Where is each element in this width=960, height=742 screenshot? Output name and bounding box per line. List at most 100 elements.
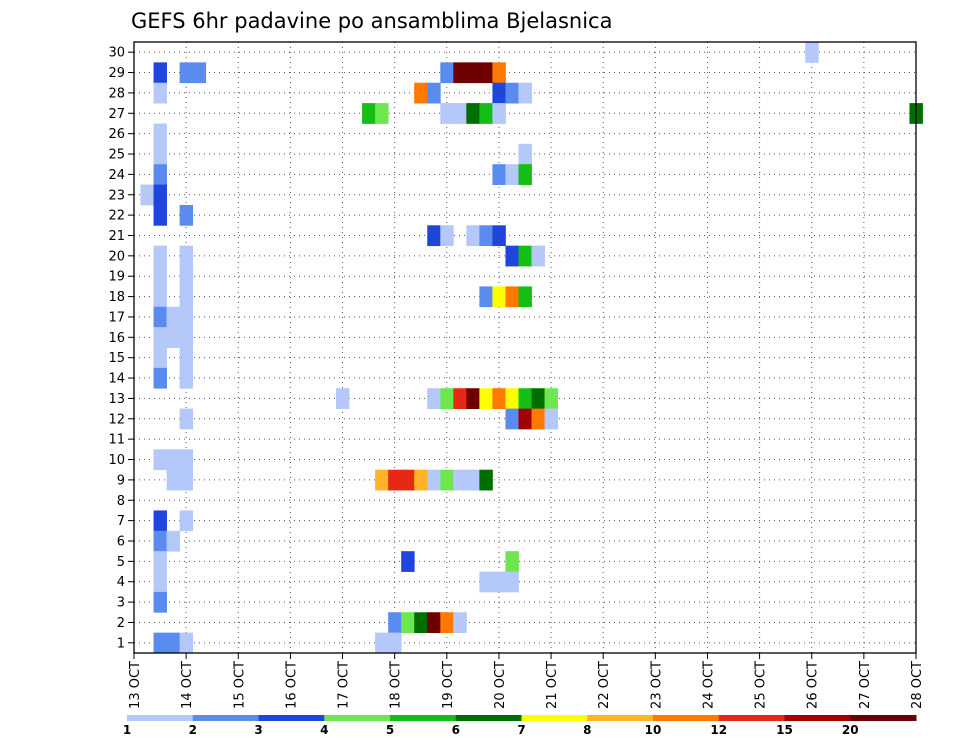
precip-cell-member-7-step-1 — [153, 510, 167, 532]
precip-cell-member-13-step-25 — [466, 388, 480, 409]
colorbar-label: 3 — [254, 723, 262, 737]
colorbar-swatch — [192, 715, 259, 721]
precip-cell-member-24-step-1 — [153, 164, 167, 185]
colorbar-label: 8 — [583, 723, 591, 737]
x-tick-label: 18 OCT — [389, 661, 404, 709]
y-tick-label: 27 — [108, 107, 125, 122]
x-tick-label: 14 OCT — [180, 661, 195, 709]
precip-cell-member-18-step-27 — [492, 286, 506, 308]
precip-cell-member-12-step-31 — [544, 408, 558, 430]
precip-cell-member-25-step-29 — [518, 143, 532, 165]
colorbar-swatch — [390, 715, 457, 721]
colorbar-swatch — [324, 715, 391, 721]
colorbar-label: 1 — [123, 723, 131, 737]
colorbar-label: 10 — [645, 723, 662, 737]
precip-cell-member-16-step-3 — [179, 327, 194, 348]
precip-cell-member-29-step-24 — [453, 62, 467, 84]
precip-cell-member-1-step-19 — [388, 632, 402, 654]
precip-cell-member-29-step-26 — [479, 62, 493, 84]
precip-cell-member-19-step-1 — [153, 266, 167, 287]
precip-cell-member-14-step-1 — [153, 367, 167, 389]
precip-cell-member-2-step-19 — [388, 612, 402, 634]
colorbar-label: 15 — [776, 723, 793, 737]
precip-cell-member-28-step-28 — [505, 82, 519, 104]
precip-cell-member-6-step-2 — [166, 530, 181, 552]
precip-cell-member-25-step-1 — [153, 143, 167, 165]
x-tick-label: 22 OCT — [597, 661, 612, 709]
precip-cell-member-28-step-22 — [427, 82, 441, 104]
precip-cell-member-9-step-18 — [375, 469, 389, 491]
precip-cell-member-17-step-1 — [153, 306, 167, 328]
precip-cell-member-27-step-17 — [362, 103, 376, 124]
precip-cell-member-18-step-26 — [479, 286, 493, 308]
precip-cell-member-7-step-3 — [179, 510, 194, 532]
precip-cell-member-24-step-28 — [505, 164, 519, 185]
precip-cell-member-2-step-22 — [427, 612, 441, 634]
precip-cell-member-9-step-20 — [401, 469, 415, 491]
precip-cell-member-29-step-23 — [440, 62, 454, 84]
x-tick-label: 20 OCT — [493, 661, 508, 709]
x-tick-label: 27 OCT — [858, 661, 873, 709]
precip-cell-member-29-step-3 — [179, 62, 194, 84]
precip-cell-member-29-step-25 — [466, 62, 480, 84]
precip-cell-member-9-step-3 — [179, 469, 194, 491]
precip-cell-member-29-step-27 — [492, 62, 506, 84]
colorbar-swatch — [718, 715, 785, 721]
precip-cell-member-1-step-1 — [153, 632, 167, 654]
x-tick-label: 15 OCT — [232, 661, 247, 709]
precip-cell-member-29-step-4 — [192, 62, 207, 84]
precip-cell-member-17-step-3 — [179, 306, 194, 328]
y-tick-label: 17 — [108, 310, 125, 325]
colorbar-swatch — [521, 715, 588, 721]
precip-cell-member-2-step-21 — [414, 612, 428, 634]
y-tick-label: 18 — [108, 290, 125, 305]
precip-cell-member-2-step-23 — [440, 612, 454, 634]
y-tick-label: 3 — [117, 596, 125, 611]
precip-cell-member-10-step-3 — [179, 449, 194, 471]
precip-cell-member-24-step-29 — [518, 164, 532, 185]
colorbar-label: 6 — [452, 723, 460, 737]
colorbar-label: 5 — [386, 723, 394, 737]
precip-cell-member-17-step-2 — [166, 306, 181, 328]
colorbar-swatch — [653, 715, 720, 721]
precip-cell-member-20-step-30 — [531, 245, 545, 267]
precip-cell-member-9-step-23 — [440, 469, 454, 491]
precip-cell-member-4-step-1 — [153, 571, 167, 593]
x-tick-label: 13 OCT — [128, 661, 143, 709]
y-tick-label: 14 — [108, 372, 125, 387]
precip-cell-member-20-step-28 — [505, 245, 519, 267]
y-tick-label: 6 — [117, 534, 125, 549]
precip-cell-member-24-step-27 — [492, 164, 506, 185]
precip-cell-member-18-step-3 — [179, 286, 194, 308]
precip-cell-member-10-step-1 — [153, 449, 167, 471]
y-tick-label: 4 — [117, 575, 125, 590]
precip-cell-member-19-step-3 — [179, 266, 194, 287]
precip-cell-member-1-step-18 — [375, 632, 389, 654]
colorbar-swatch — [258, 715, 325, 721]
y-tick-label: 24 — [108, 168, 125, 183]
precip-cell-member-27-step-26 — [479, 103, 493, 124]
precip-cell-member-15-step-3 — [179, 347, 194, 369]
colorbar-swatch — [850, 715, 917, 721]
precip-cell-member-4-step-26 — [479, 571, 493, 593]
y-tick-label: 11 — [108, 433, 125, 448]
precip-cell-member-5-step-20 — [401, 551, 415, 572]
precip-cell-member-21-step-25 — [466, 225, 480, 247]
x-tick-label: 16 OCT — [284, 661, 299, 709]
x-tick-label: 23 OCT — [649, 661, 664, 709]
precip-cell-member-21-step-23 — [440, 225, 454, 247]
precip-cell-member-21-step-26 — [479, 225, 493, 247]
precip-cell-member-28-step-27 — [492, 82, 506, 104]
y-tick-label: 22 — [108, 209, 125, 224]
colorbar-swatch — [587, 715, 654, 721]
colorbar-label: 4 — [320, 723, 328, 737]
precip-cell-member-21-step-22 — [427, 225, 441, 247]
precip-cell-member-18-step-1 — [153, 286, 167, 308]
y-tick-label: 21 — [108, 229, 125, 244]
precip-cell-member-20-step-3 — [179, 245, 194, 267]
precip-cell-member-23-step-1 — [153, 184, 167, 206]
precip-cell-member-15-step-1 — [153, 347, 167, 369]
y-tick-label: 7 — [117, 514, 125, 529]
precip-cell-member-13-step-23 — [440, 388, 454, 409]
